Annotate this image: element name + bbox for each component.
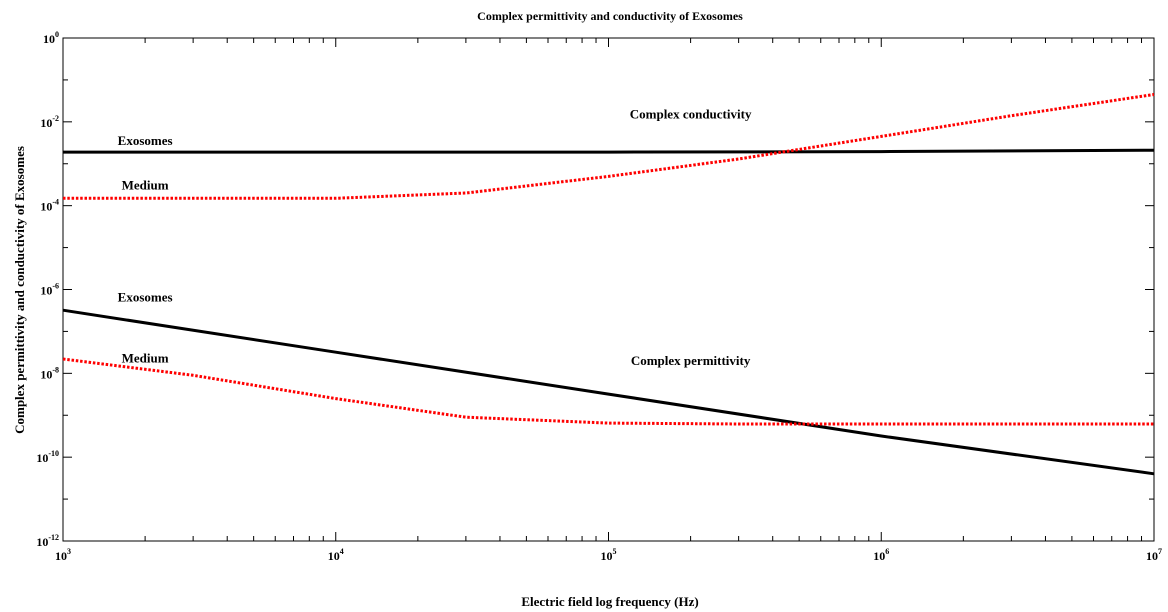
x-tick-label-exp: 6 [885,547,889,556]
x-tick-label-base: 10 [873,549,885,563]
y-tick-label-exp: -2 [52,114,59,123]
x-tick-label: 106 [873,547,889,563]
x-tick-label: 105 [601,547,617,563]
series-line-complex-conductivity-medium [63,93,1155,200]
y-axis-label: Complex permittivity and conductivity of… [12,146,27,434]
plot-frame [62,37,1155,542]
y-tick-label: 10-4 [40,198,59,214]
y-tick-label-base: 10 [40,200,52,214]
chart-title: Complex permittivity and conductivity of… [477,9,743,23]
series-line-complex-permittivity-medium [62,357,1154,426]
x-axis-label: Electric field log frequency (Hz) [521,594,698,609]
x-tick-label: 103 [55,547,71,563]
annotation-label: Complex permittivity [631,353,751,368]
y-tick-label-base: 10 [40,116,52,130]
annotations: Complex conductivity Exosomes Medium Comple… [118,107,752,368]
annotation-label: Complex conductivity [630,107,752,122]
y-tick-label-base: 10 [40,367,52,381]
series-line-complex-permittivity-exosomes [62,308,1155,476]
y-tick-label-exp: -8 [52,365,59,374]
x-tick-label-base: 10 [55,549,67,563]
x-tick-label-base: 10 [328,549,340,563]
axis-ticks [62,37,1155,542]
x-tick-label-base: 10 [601,549,613,563]
y-tick-label-base: 10 [43,32,55,46]
y-tick-label-exp: -4 [52,198,59,207]
y-tick-label: 10-8 [40,365,59,381]
y-tick-label: 10-12 [36,533,59,549]
y-tick-label: 10-10 [36,449,59,465]
y-tick-label-exp: 0 [55,30,59,39]
y-tick-label: 10-2 [40,114,59,130]
x-tick-label-exp: 7 [1158,547,1162,556]
y-tick-label-exp: -6 [52,282,59,291]
series-lines [62,93,1155,476]
annotation-label: Exosomes [118,289,173,304]
y-tick-label-base: 10 [40,284,52,298]
tick-labels: 103 104 105 106 10710-1210-1010-810-610-410-… [36,30,1162,563]
y-tick-label-base: 10 [36,451,48,465]
y-tick-label: 100 [43,30,59,46]
x-tick-label-exp: 3 [67,547,71,556]
annotation-label: Medium [122,351,169,366]
y-tick-label-exp: -10 [48,449,59,458]
x-tick-label: 104 [328,547,344,563]
annotation-label: Medium [122,178,169,193]
y-tick-label-base: 10 [36,535,48,549]
y-tick-label-exp: -12 [48,533,59,542]
series-line-complex-conductivity-exosomes [63,148,1155,154]
x-tick-label: 107 [1146,547,1162,563]
x-tick-label-base: 10 [1146,549,1158,563]
y-tick-label: 10-6 [40,282,59,298]
x-tick-label-exp: 5 [613,547,617,556]
annotation-label: Exosomes [118,133,173,148]
x-tick-label-exp: 4 [340,547,344,556]
